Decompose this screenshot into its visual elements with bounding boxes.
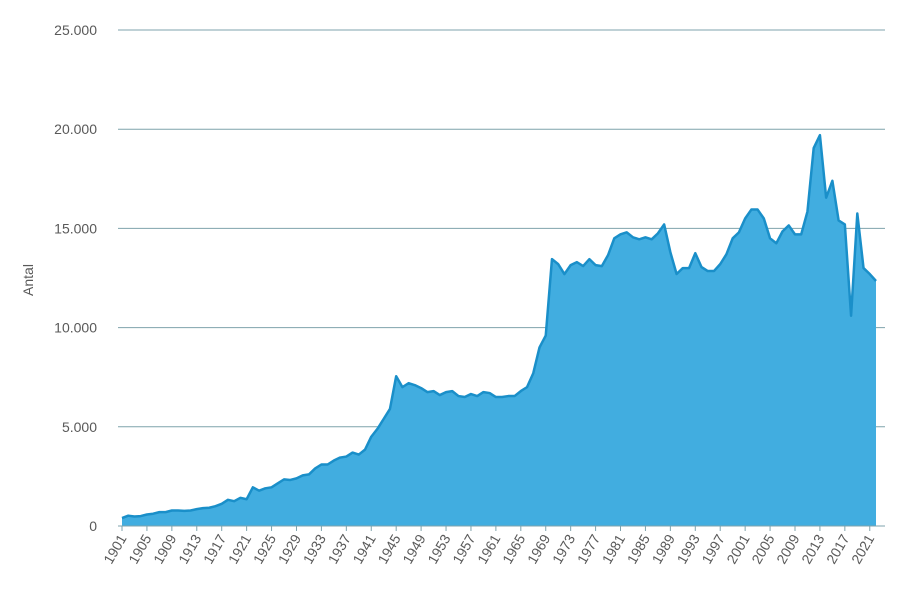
y-tick-label: 15.000 (54, 220, 97, 236)
y-axis-label: Antal (20, 264, 36, 296)
x-tick-label: 1989 (649, 531, 679, 566)
area-series-line (121, 133, 877, 520)
x-tick-label: 1957 (449, 531, 479, 566)
x-tick-label: 1953 (424, 531, 454, 566)
x-tick-label: 2013 (798, 531, 828, 566)
x-axis-ticks: 1901190519091913191719211925192919331937… (100, 526, 877, 566)
x-tick-label: 2005 (748, 531, 778, 566)
x-tick-label: 2017 (823, 531, 853, 566)
x-tick-label: 1949 (399, 531, 429, 566)
x-tick-label: 1965 (499, 531, 529, 566)
x-tick-label: 1961 (474, 531, 504, 566)
x-tick-label: 1973 (549, 531, 579, 566)
x-tick-label: 1985 (624, 531, 654, 566)
x-tick-label: 1905 (125, 531, 155, 566)
x-tick-label: 1933 (300, 531, 330, 566)
x-tick-label: 1937 (324, 531, 354, 566)
y-axis-ticks: 0 5.000 10.000 15.000 20.000 25.000 (54, 22, 97, 534)
x-tick-label: 1977 (574, 531, 604, 566)
x-tick-label: 1921 (225, 531, 255, 566)
y-tick-label: 25.000 (54, 22, 97, 38)
x-tick-label: 1929 (275, 531, 305, 566)
x-tick-label: 1909 (150, 531, 180, 566)
y-tick-label: 10.000 (54, 320, 97, 336)
y-tick-label: 20.000 (54, 121, 97, 137)
x-tick-label: 1941 (349, 531, 379, 566)
x-tick-label: 2021 (848, 531, 878, 566)
area-series-fill (122, 135, 876, 526)
x-tick-label: 1901 (100, 531, 130, 566)
x-tick-label: 1997 (698, 531, 728, 566)
x-tick-label: 1969 (524, 531, 554, 566)
y-tick-label: 0 (89, 518, 97, 534)
x-tick-label: 1981 (599, 531, 629, 566)
x-tick-label: 1925 (250, 531, 280, 566)
x-tick-label: 1917 (200, 531, 230, 566)
x-tick-label: 1993 (673, 531, 703, 566)
x-tick-label: 2001 (723, 531, 753, 566)
x-tick-label: 2009 (773, 531, 803, 566)
x-tick-label: 1945 (374, 531, 404, 566)
x-tick-label: 1913 (175, 531, 205, 566)
y-tick-label: 5.000 (62, 419, 97, 435)
